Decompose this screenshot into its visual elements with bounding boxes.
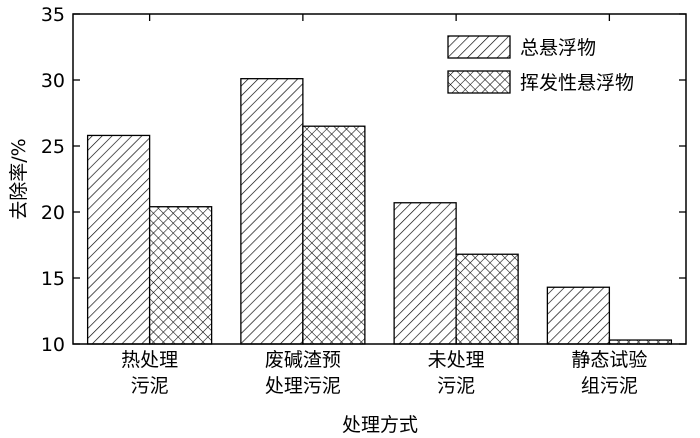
x-tick-label: 组污泥 [581, 375, 638, 397]
y-tick-label: 30 [41, 70, 65, 92]
x-tick-label: 废碱渣预 [265, 349, 341, 371]
bar-tss-1 [240, 78, 304, 345]
y-tick-label: 15 [41, 268, 65, 290]
bar-vss-0 [148, 206, 213, 345]
x-axis-title: 处理方式 [342, 414, 418, 436]
x-tick-label: 污泥 [437, 375, 475, 397]
bar-vss-2 [455, 253, 519, 345]
y-tick-label: 20 [41, 202, 65, 224]
bar-tss-0 [86, 134, 151, 345]
legend-label-1: 挥发性悬浮物 [520, 72, 634, 94]
legend-swatch-1 [447, 70, 511, 94]
plot-frame [72, 13, 687, 345]
y-axis-ticks: 10 15 20 25 30 35 [41, 4, 686, 356]
y-tick-label: 35 [41, 4, 65, 26]
bar-tss-2 [393, 202, 457, 345]
x-axis-ticks [148, 14, 611, 344]
bars-group [86, 78, 673, 345]
y-tick-label: 25 [41, 136, 65, 158]
x-tick-label: 静态试验 [571, 349, 647, 371]
x-tick-label: 处理污泥 [265, 375, 341, 397]
y-axis-title: 去除率/% [8, 138, 30, 219]
bar-vss-1 [302, 125, 366, 345]
legend-swatch-0 [447, 35, 511, 59]
y-tick-label: 10 [41, 334, 65, 356]
x-tick-label: 热处理 [121, 349, 178, 371]
legend-label-0: 总悬浮物 [520, 37, 596, 59]
bar-tss-3 [546, 286, 611, 345]
x-tick-label: 污泥 [131, 375, 169, 397]
x-tick-label: 未处理 [428, 349, 485, 371]
